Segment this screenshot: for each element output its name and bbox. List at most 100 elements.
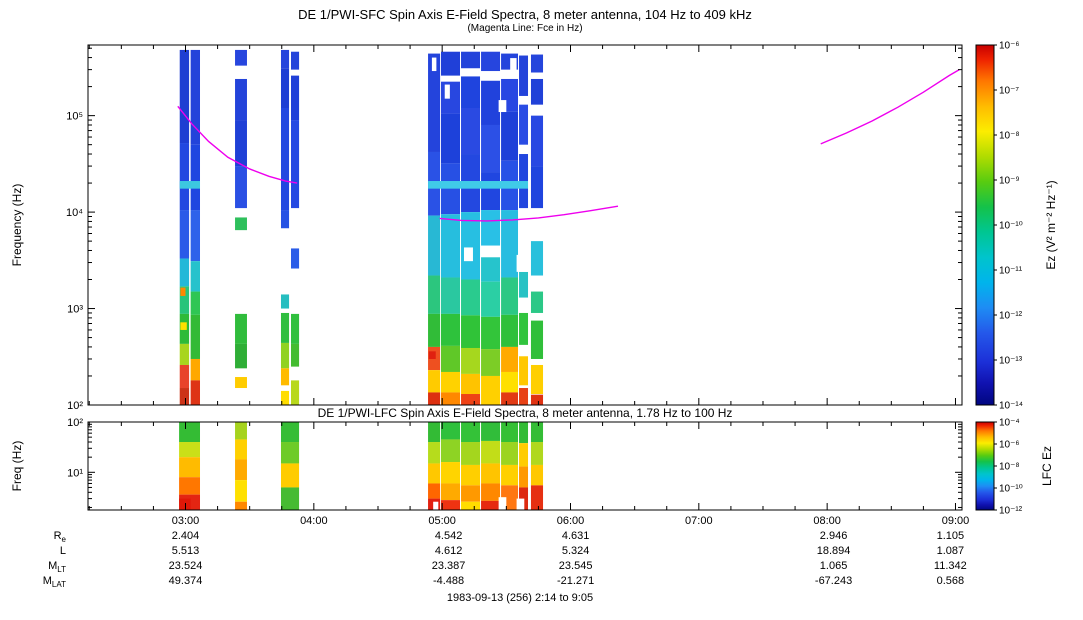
- spectrogram-cell: [428, 463, 441, 484]
- spectrogram-cell: [481, 440, 501, 464]
- spectrogram-cell: [280, 368, 290, 386]
- spectrogram-cell: [280, 210, 290, 229]
- colorbar-tick-label: 10⁻⁶: [999, 440, 1020, 451]
- spectrogram-cell: [441, 113, 461, 164]
- spectrogram-cell: [441, 483, 461, 501]
- spectrogram-cell: [441, 462, 461, 484]
- spectrogram-cell: [235, 439, 247, 460]
- spectrogram-cell: [179, 364, 190, 389]
- spectrogram-cell: [530, 394, 544, 405]
- spectrogram-cell: [190, 291, 201, 315]
- ephemeris-row-label-re: Re: [14, 530, 66, 544]
- spectrogram-cell: [235, 422, 247, 440]
- spectrogram-fleck: [428, 351, 436, 359]
- time-tick-label: 07:00: [685, 515, 713, 527]
- spectrogram-cell: [441, 422, 461, 440]
- ephemeris-value: 2.946: [819, 530, 848, 542]
- spectrogram-cell: [280, 294, 290, 309]
- ephemeris-value: 0.568: [936, 575, 965, 587]
- spectrogram-cell: [461, 76, 481, 109]
- spectrogram-cell: [179, 442, 201, 458]
- ephemeris-value: 18.894: [816, 545, 851, 557]
- spectrogram-cell: [519, 312, 529, 345]
- spectrogram-cell: [235, 343, 247, 369]
- spectrogram-cell: [461, 279, 481, 316]
- spectrogram-cell: [461, 373, 481, 395]
- row-label-sub: LT: [57, 565, 66, 575]
- panel-border: [87, 421, 963, 511]
- spectrogram-cell: [501, 277, 519, 315]
- spectrogram-cell: [481, 281, 501, 317]
- spectrogram-fleck: [433, 501, 439, 510]
- spectrogram-cell: [501, 210, 519, 278]
- colorbar-tick-label: 10⁻¹⁰: [999, 484, 1023, 495]
- spectrogram-cell: [179, 49, 190, 144]
- spectrogram-cell: [179, 422, 201, 443]
- spectrogram-cell: [530, 115, 544, 167]
- time-tick-label: 09:00: [942, 515, 970, 527]
- spectrogram-cell: [530, 442, 544, 465]
- ephemeris-value: 23.545: [558, 560, 593, 572]
- fce-line: [177, 105, 298, 184]
- spectrogram-cell: [501, 371, 519, 393]
- spectrogram-cell: [441, 313, 461, 346]
- spectrogram-cell: [461, 485, 481, 502]
- freq-tick-label: 10⁴: [66, 207, 83, 219]
- spectrogram-cell: [530, 78, 544, 105]
- spectrogram-cell: [280, 442, 300, 464]
- colorbar-tick-label: 10⁻¹⁴: [999, 401, 1023, 412]
- sfc-colorbar: [976, 45, 994, 405]
- ephemeris-row-label-mlt: MLT: [14, 560, 66, 574]
- colorbar-tick-label: 10⁻⁶: [999, 41, 1020, 52]
- sfc-colorbar-label: Ez (V² m⁻² Hz⁻¹): [1044, 180, 1058, 270]
- ephemeris-value: 1.065: [819, 560, 848, 572]
- spectrogram-cell: [280, 390, 290, 405]
- spectrogram-cell: [441, 500, 461, 510]
- lfc-colorbar: [976, 422, 994, 510]
- ephemeris-value: 2.404: [171, 530, 200, 542]
- spectrogram-cell: [280, 342, 290, 369]
- spectrogram-cell: [481, 172, 501, 211]
- ephemeris-value: 4.542: [434, 530, 463, 542]
- spectrogram-cell: [428, 370, 441, 393]
- spectrogram-cell: [290, 120, 300, 209]
- time-tick-label: 08:00: [813, 515, 841, 527]
- spectrogram-cell: [530, 166, 544, 209]
- spectrogram-cell: [481, 124, 501, 173]
- spectrogram-cell: [235, 217, 247, 231]
- spectrogram-cell: [428, 392, 441, 405]
- sfc-subtitle: (Magenta Line: Fce in Hz): [467, 23, 583, 34]
- spectrogram-cell: [501, 464, 519, 486]
- spectrogram-fleck: [498, 100, 507, 113]
- spectrogram-cell: [235, 501, 247, 510]
- time-tick-label: 04:00: [300, 515, 328, 527]
- spectrogram-cell: [190, 358, 201, 381]
- ephemeris-value: 1.087: [936, 545, 965, 557]
- spectrogram-cell: [461, 108, 481, 155]
- panel-border: [87, 44, 963, 406]
- spectrogram-cell: [481, 210, 501, 246]
- fce-line: [820, 69, 960, 145]
- spectrogram-cell: [280, 68, 290, 109]
- row-label-text: M: [48, 560, 58, 572]
- spectrogram-cell: [280, 487, 300, 510]
- spectrogram-cell: [179, 343, 190, 365]
- row-label-sub: LAT: [51, 580, 66, 590]
- spectrogram-cell: [519, 422, 529, 444]
- spectrogram-cell: [235, 78, 247, 121]
- spectrogram-cell: [461, 51, 481, 69]
- spectrogram-fleck: [179, 498, 191, 510]
- ephemeris-value: 23.387: [431, 560, 466, 572]
- spectrogram-cell: [428, 215, 441, 276]
- ephemeris-value: -4.488: [432, 575, 465, 587]
- spectrogram-cell: [519, 104, 529, 145]
- spectrogram-cell: [461, 442, 481, 465]
- time-tick-label: 05:00: [428, 515, 456, 527]
- spectrogram-cell: [519, 466, 529, 488]
- spectrogram-cell: [190, 210, 201, 262]
- spectrogram-cell: [481, 422, 501, 441]
- colorbar-tick-label: 10⁻⁸: [999, 462, 1020, 473]
- spectrogram-cell: [428, 313, 441, 347]
- colorbar-tick-label: 10⁻¹³: [999, 356, 1023, 367]
